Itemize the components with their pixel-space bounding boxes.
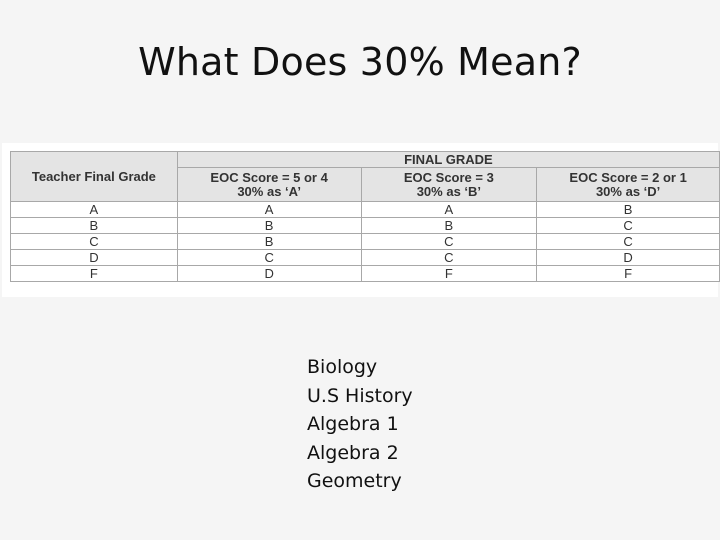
final-grade-header: FINAL GRADE (176, 151, 720, 168)
final-grade-cell: A (176, 201, 362, 218)
subject-item: Geometry (307, 470, 402, 493)
eoc-score-3-header: EOC Score = 3 30% as ‘B’ (360, 167, 538, 202)
slide-title: What Does 30% Mean? (138, 40, 582, 84)
final-grade-cell: D (176, 265, 362, 282)
final-grade-cell: C (176, 249, 362, 266)
column-header-line: 30% as ‘D’ (595, 183, 661, 199)
teacher-grade-cell: C (10, 233, 178, 250)
final-grade-cell: F (360, 265, 538, 282)
teacher-grade-cell: D (10, 249, 178, 266)
final-grade-cell: D (536, 249, 720, 266)
subject-item: Biology (307, 356, 378, 378)
final-grade-cell: B (360, 217, 538, 234)
column-header-line: 30% as ‘B’ (416, 183, 482, 199)
final-grade-cell: B (176, 217, 362, 234)
column-header-line: 30% as ‘A’ (237, 183, 301, 199)
column-header-line: EOC Score = 2 or 1 (569, 169, 687, 185)
column-header-line: EOC Score = 5 or 4 (210, 169, 328, 185)
grade-table: Teacher Final Grade FINAL GRADE EOC Scor… (10, 151, 720, 282)
final-grade-cell: F (536, 265, 720, 282)
final-grade-cell: C (536, 217, 720, 234)
final-grade-cell: C (536, 233, 720, 250)
eoc-score-5-or-4-header: EOC Score = 5 or 4 30% as ‘A’ (176, 167, 362, 202)
final-grade-cell: A (360, 201, 538, 218)
teacher-grade-cell: B (10, 217, 178, 234)
eoc-score-2-or-1-header: EOC Score = 2 or 1 30% as ‘D’ (536, 167, 720, 202)
final-grade-cell: C (360, 233, 538, 250)
subject-item: Algebra 2 (307, 441, 399, 464)
teacher-grade-cell: A (10, 201, 178, 218)
final-grade-cell: B (536, 201, 720, 218)
teacher-final-grade-header: Teacher Final Grade (10, 151, 178, 202)
subject-item: Algebra 1 (307, 413, 399, 436)
final-grade-cell: B (176, 233, 362, 250)
final-grade-cell: C (360, 249, 538, 266)
column-header-line: EOC Score = 3 (403, 169, 494, 185)
subject-item: U.S History (307, 384, 413, 407)
grade-table-panel: Teacher Final Grade FINAL GRADE EOC Scor… (2, 143, 720, 297)
teacher-grade-cell: F (10, 265, 178, 282)
subject-list: Biology U.S History Algebra 1 Algebra 2 … (307, 353, 413, 496)
